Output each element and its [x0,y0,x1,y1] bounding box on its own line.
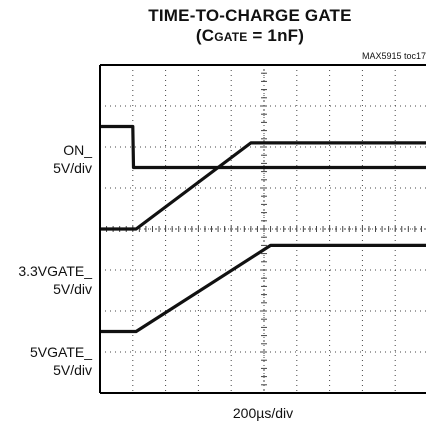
scope-traces [100,124,426,334]
trace-label-5vgate-scale: 5V/div [53,362,92,378]
trace-line-1 [100,124,426,170]
trace-line-2 [100,141,426,231]
trace-label-3v3gate-scale: 5V/div [53,281,92,297]
trace-label-on-scale: 5V/div [53,160,92,176]
chart-title: TIME-TO-CHARGE GATE [148,6,352,25]
subtitle-subscript: GATE [214,30,248,44]
figure-code: MAX5915 toc17 [362,51,426,61]
chart-subtitle: (CGATE = 1nF) [0,26,426,47]
scope-grid [99,64,426,394]
subtitle-rest: = 1nF) [247,26,305,45]
trace-label-3v3gate: 3.3VGATE_ 5V/div [18,262,92,298]
trace-label-5vgate: 5VGATE_ 5V/div [30,343,92,379]
x-axis-unit: 200µs/div [232,405,294,421]
subtitle-open: (C [195,26,215,45]
trace-label-5vgate-name: 5VGATE_ [30,344,92,360]
trace-line-3 [100,243,426,334]
trace-label-on-name: ON_ [63,142,92,158]
trace-label-on: ON_ 5V/div [53,141,92,177]
trace-label-3v3gate-name: 3.3VGATE_ [18,263,92,279]
scope-frame [99,64,426,394]
